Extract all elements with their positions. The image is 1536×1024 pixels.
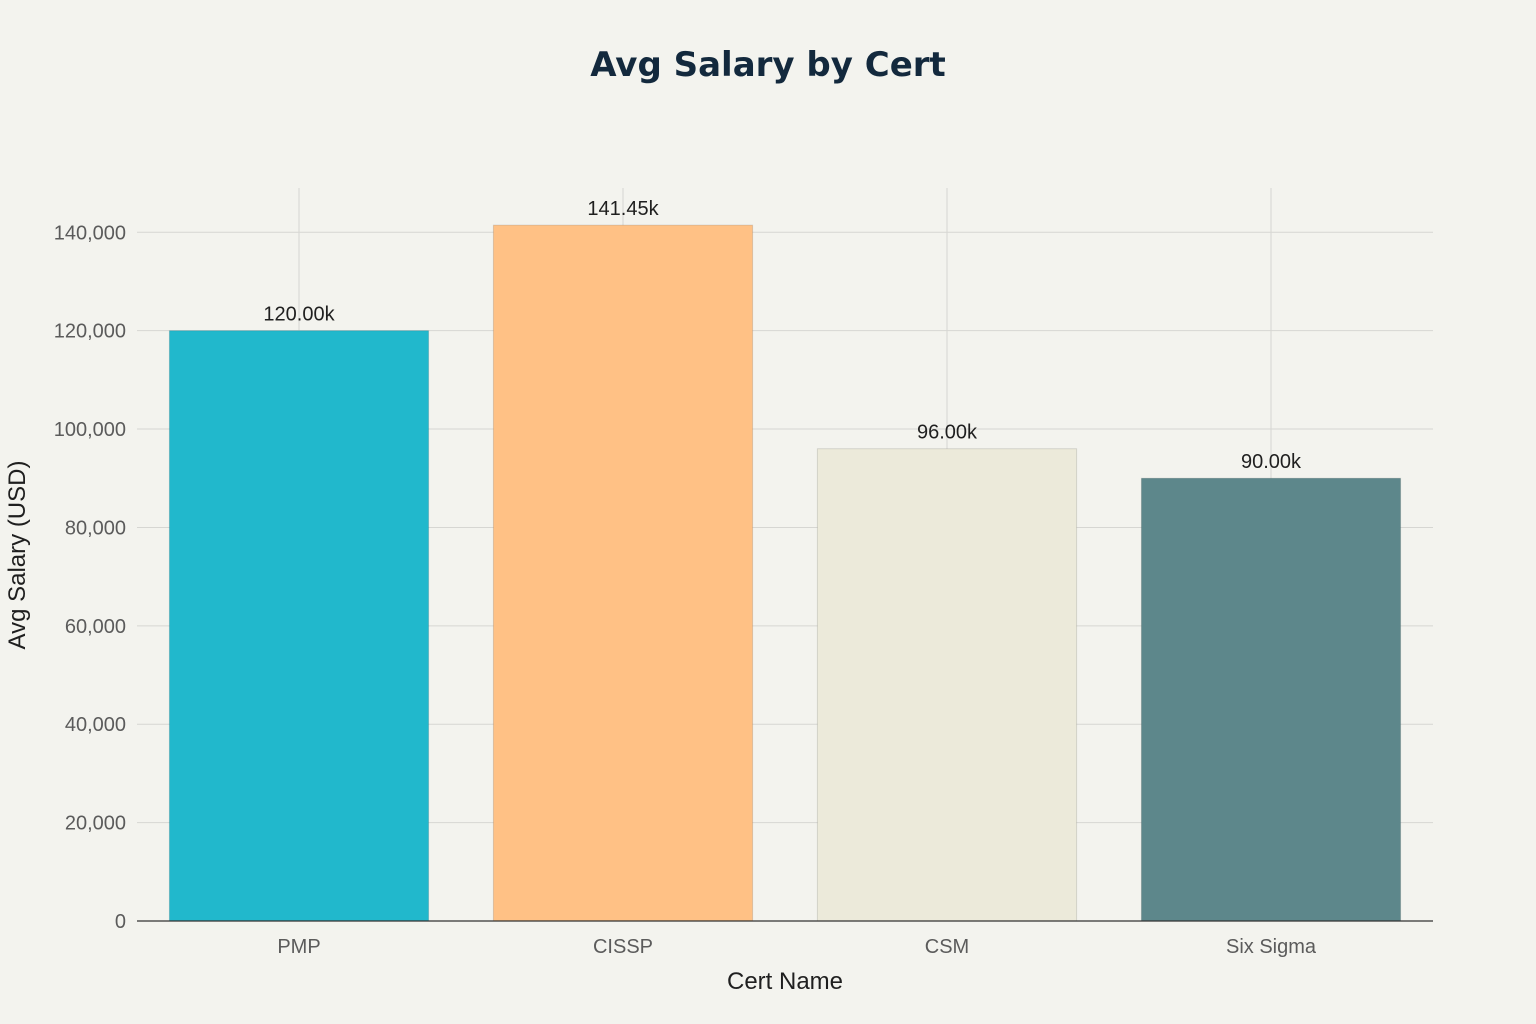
data-label: 90.00k [1241,451,1302,473]
chart-title: Avg Salary by Cert [590,45,946,85]
bar-csm[interactable] [816,448,1078,922]
y-axis-title: Avg Salary (USD) [4,461,31,650]
bar-six-sigma[interactable] [1140,477,1402,922]
data-labels-group: 120.00k 141.45k 96.00k 90.00k [263,198,1302,473]
bar-pmp[interactable] [168,330,430,922]
y-tick-label: 0 [115,911,126,933]
x-tick-label: PMP [277,936,320,958]
y-tick-label: 100,000 [54,419,126,441]
x-axis-title: Cert Name [727,968,843,995]
y-tick-label: 80,000 [65,517,126,539]
y-tick-label: 20,000 [65,813,126,835]
vertical-grid [298,188,1272,921]
y-tick-label: 120,000 [54,321,126,343]
x-axis-ticks: PMP CISSP CSM Six Sigma [277,936,1317,958]
data-label: 96.00k [917,422,978,444]
x-tick-label: CSM [925,936,969,958]
bars-group [168,224,1402,922]
y-tick-label: 140,000 [54,222,126,244]
data-label: 120.00k [263,304,335,326]
x-tick-label: Six Sigma [1226,936,1317,958]
y-axis-ticks: 0 20,000 40,000 60,000 80,000 100,000 120,000 1… [54,222,126,933]
y-tick-label: 40,000 [65,714,126,736]
y-tick-label: 60,000 [65,616,126,638]
bar-cissp[interactable] [492,224,754,922]
x-tick-label: CISSP [593,936,653,958]
data-label: 141.45k [587,198,659,220]
